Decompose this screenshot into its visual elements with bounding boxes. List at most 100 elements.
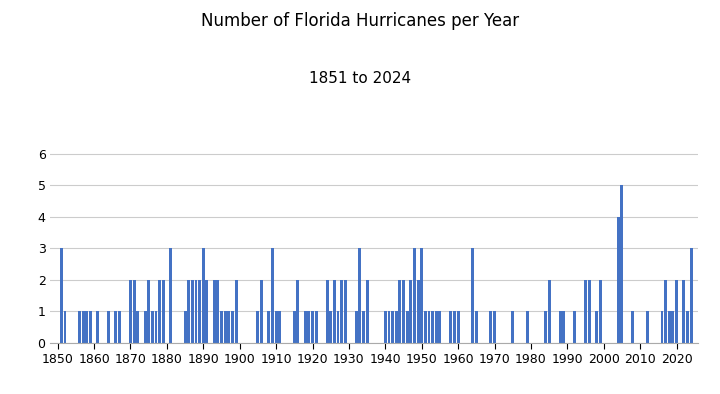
Bar [405,311,409,343]
Bar [359,248,361,343]
Bar [336,311,339,343]
Bar [340,280,343,343]
Bar [202,248,204,343]
Bar [220,311,223,343]
Bar [129,280,132,343]
Bar [475,311,478,343]
Bar [559,311,562,343]
Bar [311,311,314,343]
Bar [398,280,401,343]
Bar [490,311,492,343]
Bar [344,280,347,343]
Bar [224,311,227,343]
Bar [573,311,576,343]
Bar [544,311,547,343]
Bar [333,280,336,343]
Bar [279,311,282,343]
Bar [675,280,678,343]
Bar [194,280,197,343]
Bar [366,280,369,343]
Bar [511,311,514,343]
Bar [588,280,590,343]
Bar [417,280,420,343]
Text: Number of Florida Hurricanes per Year: Number of Florida Hurricanes per Year [201,12,519,30]
Bar [198,280,201,343]
Bar [420,248,423,343]
Bar [184,311,186,343]
Bar [63,311,66,343]
Bar [191,280,194,343]
Bar [169,248,172,343]
Bar [391,311,394,343]
Bar [668,311,671,343]
Bar [562,311,565,343]
Bar [621,185,624,343]
Bar [395,311,397,343]
Bar [584,280,587,343]
Bar [151,311,154,343]
Bar [438,311,441,343]
Bar [187,280,190,343]
Bar [143,311,146,343]
Bar [493,311,496,343]
Bar [362,311,365,343]
Bar [228,311,230,343]
Bar [78,311,81,343]
Bar [325,280,328,343]
Bar [217,280,220,343]
Bar [428,311,431,343]
Bar [235,280,238,343]
Bar [256,311,259,343]
Bar [147,280,150,343]
Bar [158,280,161,343]
Bar [435,311,438,343]
Bar [96,311,99,343]
Bar [60,248,63,343]
Bar [595,311,598,343]
Bar [598,280,602,343]
Bar [548,280,551,343]
Bar [617,217,620,343]
Bar [267,311,270,343]
Text: 1851 to 2024: 1851 to 2024 [309,71,411,86]
Bar [456,311,459,343]
Bar [431,311,434,343]
Bar [402,280,405,343]
Bar [686,311,689,343]
Bar [413,248,416,343]
Bar [387,311,390,343]
Bar [155,311,158,343]
Bar [449,311,452,343]
Bar [114,311,117,343]
Bar [162,280,165,343]
Bar [329,311,332,343]
Bar [384,311,387,343]
Bar [260,280,263,343]
Bar [86,311,89,343]
Bar [646,311,649,343]
Bar [213,280,216,343]
Bar [304,311,307,343]
Bar [424,311,427,343]
Bar [690,248,693,343]
Bar [107,311,110,343]
Bar [81,311,85,343]
Bar [205,280,208,343]
Bar [471,248,474,343]
Bar [293,311,296,343]
Bar [631,311,634,343]
Bar [89,311,92,343]
Bar [297,280,300,343]
Bar [660,311,663,343]
Bar [355,311,358,343]
Bar [672,311,675,343]
Bar [118,311,121,343]
Bar [132,280,135,343]
Bar [410,280,413,343]
Bar [526,311,528,343]
Bar [683,280,685,343]
Bar [307,311,310,343]
Bar [664,280,667,343]
Bar [453,311,456,343]
Bar [271,248,274,343]
